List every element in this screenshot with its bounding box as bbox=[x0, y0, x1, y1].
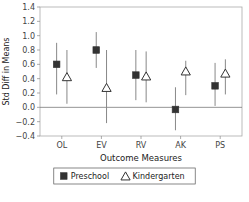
y-tick bbox=[37, 7, 40, 8]
y-tick bbox=[37, 21, 40, 22]
x-tick-label: AK bbox=[175, 141, 186, 150]
x-tick-label: OL bbox=[56, 141, 67, 150]
y-tick bbox=[37, 107, 40, 108]
legend-frame bbox=[54, 168, 195, 184]
marks bbox=[53, 32, 230, 130]
legend: Preschool Kindergarten bbox=[54, 168, 195, 184]
point bbox=[212, 83, 219, 90]
plot-frame bbox=[40, 7, 242, 136]
x-tick bbox=[141, 136, 142, 139]
legend-marker bbox=[121, 172, 130, 180]
point bbox=[181, 67, 190, 75]
y-tick-label: 0.8 bbox=[22, 46, 35, 55]
y-tick bbox=[37, 64, 40, 65]
y-tick bbox=[37, 121, 40, 122]
error-bar bbox=[56, 43, 57, 95]
point bbox=[53, 61, 60, 68]
y-tick bbox=[37, 93, 40, 94]
y-tick bbox=[37, 50, 40, 51]
zero-line bbox=[40, 107, 242, 108]
y-tick-label: 1.4 bbox=[22, 3, 35, 12]
x-tick bbox=[61, 136, 62, 139]
x-tick bbox=[220, 136, 221, 139]
y-tick-label: −0.4 bbox=[16, 132, 35, 141]
x-tick bbox=[180, 136, 181, 139]
y-tick bbox=[37, 35, 40, 36]
legend-label: Preschool bbox=[71, 172, 109, 181]
x-tick bbox=[101, 136, 102, 139]
chart: −0.4 −0.2 0.0 0.2 0.4 0.6 0.8 1.0 1.2 1.4 OL EV RV AK… bbox=[0, 0, 249, 202]
y-tick bbox=[37, 78, 40, 79]
y-tick-label: 1.0 bbox=[22, 32, 35, 41]
y-tick-label: 0.6 bbox=[22, 60, 35, 69]
legend-marker bbox=[60, 173, 67, 180]
point bbox=[172, 106, 179, 113]
point bbox=[221, 69, 230, 77]
y-tick-label: −0.2 bbox=[16, 118, 35, 127]
x-tick-label: RV bbox=[136, 141, 147, 150]
point bbox=[62, 73, 71, 81]
point bbox=[142, 72, 151, 80]
x-axis-label: Outcome Measures bbox=[100, 153, 183, 163]
legend-label: Kindergarten bbox=[133, 172, 185, 181]
point bbox=[102, 83, 111, 91]
y-tick bbox=[37, 136, 40, 137]
y-axis-label: Std Diff in Means bbox=[2, 37, 11, 105]
y-tick-label: 0.2 bbox=[22, 89, 35, 98]
x-tick-label: EV bbox=[96, 141, 107, 150]
point bbox=[133, 72, 140, 79]
y-tick-label: 1.2 bbox=[22, 17, 35, 26]
x-tick-label: PS bbox=[215, 141, 225, 150]
y-tick-label: 0.4 bbox=[22, 75, 35, 84]
point bbox=[93, 47, 100, 54]
y-tick-label: 0.0 bbox=[22, 103, 35, 112]
